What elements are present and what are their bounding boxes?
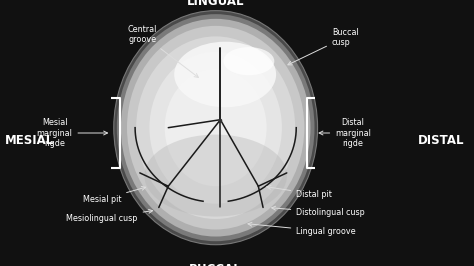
Text: Distal pit: Distal pit [267,185,332,199]
Text: Lingual groove: Lingual groove [248,222,356,236]
Ellipse shape [223,47,274,75]
Ellipse shape [121,19,310,236]
Text: Mesiolingual cusp: Mesiolingual cusp [66,209,153,223]
Text: Buccal
cusp: Buccal cusp [288,28,358,65]
Ellipse shape [174,42,276,107]
Ellipse shape [149,52,282,204]
Text: LINGUAL: LINGUAL [187,0,245,8]
Text: Central
groove: Central groove [128,25,199,77]
Text: BUCCAL: BUCCAL [189,263,242,266]
Text: Mesial pit: Mesial pit [82,186,146,204]
Ellipse shape [165,69,266,186]
Ellipse shape [127,26,304,230]
Text: Distal
marginal
rigde: Distal marginal rigde [319,118,371,148]
Ellipse shape [114,11,318,245]
Text: DISTAL: DISTAL [418,135,465,147]
Text: Distolingual cusp: Distolingual cusp [272,206,365,217]
Text: Mesial
marginal
rigde: Mesial marginal rigde [36,118,108,148]
Ellipse shape [117,14,315,241]
Ellipse shape [145,135,287,217]
Text: MESIAL: MESIAL [5,135,54,147]
Ellipse shape [136,36,295,219]
